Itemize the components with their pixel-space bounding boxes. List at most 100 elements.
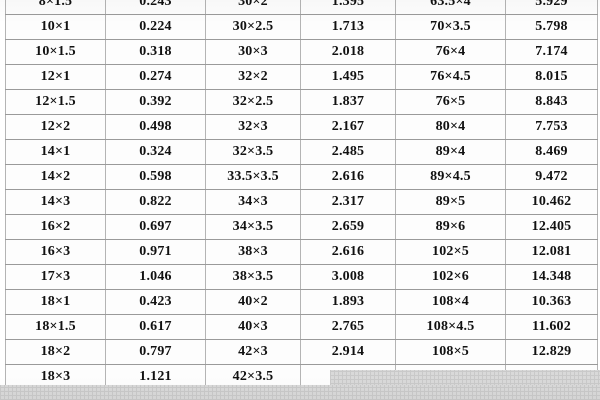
- table-row[interactable]: 18×2 0.797 42×3 2.914 108×5 12.829: [5, 339, 598, 365]
- table-row[interactable]: 14×3 0.822 34×3 2.317 89×5 10.462: [5, 189, 598, 215]
- table-cell[interactable]: 12.405: [505, 214, 598, 240]
- table-cell[interactable]: 89×4.5: [395, 164, 506, 190]
- table-cell[interactable]: 2.018: [300, 39, 396, 65]
- table-cell[interactable]: 14×3: [5, 189, 106, 215]
- table-cell[interactable]: 2.616: [300, 239, 396, 265]
- table-cell[interactable]: 30×2.5: [205, 14, 301, 40]
- table-row[interactable]: 10×1.5 0.318 30×3 2.018 76×4 7.174: [5, 39, 598, 65]
- table-cell[interactable]: 32×2.5: [205, 89, 301, 115]
- table-cell[interactable]: 12×1.5: [5, 89, 106, 115]
- table-cell[interactable]: 2.616: [300, 164, 396, 190]
- table-cell[interactable]: 0.224: [105, 14, 206, 40]
- table-cell[interactable]: 12×1: [5, 64, 106, 90]
- table-cell[interactable]: 14×2: [5, 164, 106, 190]
- table-cell[interactable]: 40×2: [205, 289, 301, 315]
- table-cell[interactable]: 2.317: [300, 189, 396, 215]
- table-cell[interactable]: 10.462: [505, 189, 598, 215]
- table-cell[interactable]: 0.243: [105, 0, 206, 15]
- table-row[interactable]: 18×3 1.121 42×3.5 3.: [5, 364, 598, 390]
- table-cell[interactable]: 12.081: [505, 239, 598, 265]
- table-row[interactable]: 17×3 1.046 38×3.5 3.008 102×6 14.348: [5, 264, 598, 290]
- table-cell[interactable]: 0.598: [105, 164, 206, 190]
- table-cell[interactable]: 108×4.5: [395, 314, 506, 340]
- table-cell[interactable]: 0.274: [105, 64, 206, 90]
- table-cell[interactable]: 0.324: [105, 139, 206, 165]
- table-row[interactable]: 18×1.5 0.617 40×3 2.765 108×4.5 11.602: [5, 314, 598, 340]
- table-cell[interactable]: 0.498: [105, 114, 206, 140]
- table-row[interactable]: 12×1 0.274 32×2 1.495 76×4.5 8.015: [5, 64, 598, 90]
- table-cell[interactable]: 70×3.5: [395, 14, 506, 40]
- table-cell[interactable]: 1.713: [300, 14, 396, 40]
- table-cell[interactable]: 34×3: [205, 189, 301, 215]
- table-cell[interactable]: 2.765: [300, 314, 396, 340]
- table-row[interactable]: 14×1 0.324 32×3.5 2.485 89×4 8.469: [5, 139, 598, 165]
- table-cell[interactable]: 10×1: [5, 14, 106, 40]
- table-cell[interactable]: 108×5: [395, 339, 506, 365]
- table-row[interactable]: 14×2 0.598 33.5×3.5 2.616 89×4.5 9.472: [5, 164, 598, 190]
- table-cell[interactable]: 3.008: [300, 264, 396, 290]
- table-row[interactable]: 10×1 0.224 30×2.5 1.713 70×3.5 5.798: [5, 14, 598, 40]
- table-cell[interactable]: 40×3: [205, 314, 301, 340]
- table-cell[interactable]: 102×5: [395, 239, 506, 265]
- table-row[interactable]: 12×1.5 0.392 32×2.5 1.837 76×5 8.843: [5, 89, 598, 115]
- table-cell[interactable]: 30×3: [205, 39, 301, 65]
- table-cell[interactable]: 89×6: [395, 214, 506, 240]
- table-cell[interactable]: 16×2: [5, 214, 106, 240]
- table-cell[interactable]: 1.495: [300, 64, 396, 90]
- table-cell[interactable]: 76×4: [395, 39, 506, 65]
- table-cell[interactable]: 0.617: [105, 314, 206, 340]
- table-cell[interactable]: 1.395: [300, 0, 396, 15]
- table-cell[interactable]: 17×3: [5, 264, 106, 290]
- table-row[interactable]: 16×2 0.697 34×3.5 2.659 89×6 12.405: [5, 214, 598, 240]
- table-cell[interactable]: 1.837: [300, 89, 396, 115]
- table-row[interactable]: 18×1 0.423 40×2 1.893 108×4 10.363: [5, 289, 598, 315]
- table-cell[interactable]: 2.659: [300, 214, 396, 240]
- table-cell[interactable]: [505, 364, 598, 390]
- table-cell[interactable]: 5.798: [505, 14, 598, 40]
- table-cell[interactable]: 42×3: [205, 339, 301, 365]
- table-cell[interactable]: 8×1.5: [5, 0, 106, 15]
- table-cell[interactable]: 32×3.5: [205, 139, 301, 165]
- table-cell[interactable]: 63.5×4: [395, 0, 506, 15]
- table-cell[interactable]: 89×5: [395, 189, 506, 215]
- table-cell[interactable]: 8.469: [505, 139, 598, 165]
- table-cell[interactable]: 0.822: [105, 189, 206, 215]
- table-cell[interactable]: 0.797: [105, 339, 206, 365]
- table-cell[interactable]: 32×3: [205, 114, 301, 140]
- table-cell[interactable]: 108×4: [395, 289, 506, 315]
- table-cell[interactable]: 7.174: [505, 39, 598, 65]
- table-cell[interactable]: 16×3: [5, 239, 106, 265]
- table-cell[interactable]: 18×1.5: [5, 314, 106, 340]
- table-row[interactable]: 8×1.5 0.243 30×2 1.395 63.5×4 5.929: [5, 0, 598, 15]
- table-cell[interactable]: 42×3.5: [205, 364, 301, 390]
- table-cell[interactable]: 0.971: [105, 239, 206, 265]
- table-cell[interactable]: [395, 364, 506, 390]
- table-row[interactable]: 16×3 0.971 38×3 2.616 102×5 12.081: [5, 239, 598, 265]
- table-cell[interactable]: 5.929: [505, 0, 598, 15]
- table-cell[interactable]: 89×4: [395, 139, 506, 165]
- table-cell[interactable]: 12.829: [505, 339, 598, 365]
- table-cell[interactable]: 8.843: [505, 89, 598, 115]
- table-cell[interactable]: 2.485: [300, 139, 396, 165]
- table-cell[interactable]: 0.697: [105, 214, 206, 240]
- table-cell[interactable]: 2.167: [300, 114, 396, 140]
- table-cell[interactable]: 1.893: [300, 289, 396, 315]
- table-row[interactable]: 12×2 0.498 32×3 2.167 80×4 7.753: [5, 114, 598, 140]
- table-cell[interactable]: 18×2: [5, 339, 106, 365]
- table-cell[interactable]: 34×3.5: [205, 214, 301, 240]
- table-cell[interactable]: 0.318: [105, 39, 206, 65]
- table-cell[interactable]: 18×1: [5, 289, 106, 315]
- table-cell[interactable]: 3.: [300, 364, 396, 390]
- table-cell[interactable]: 1.046: [105, 264, 206, 290]
- table-cell[interactable]: 11.602: [505, 314, 598, 340]
- table-cell[interactable]: 0.423: [105, 289, 206, 315]
- table-cell[interactable]: 76×4.5: [395, 64, 506, 90]
- table-scroll-container[interactable]: 8×1.5 0.243 30×2 1.395 63.5×4 5.929 10×1 0.224 3…: [0, 0, 600, 390]
- table-cell[interactable]: 38×3.5: [205, 264, 301, 290]
- table-cell[interactable]: 12×2: [5, 114, 106, 140]
- table-cell[interactable]: 32×2: [205, 64, 301, 90]
- table-cell[interactable]: 38×3: [205, 239, 301, 265]
- table-cell[interactable]: 80×4: [395, 114, 506, 140]
- table-cell[interactable]: 0.392: [105, 89, 206, 115]
- table-cell[interactable]: 1.121: [105, 364, 206, 390]
